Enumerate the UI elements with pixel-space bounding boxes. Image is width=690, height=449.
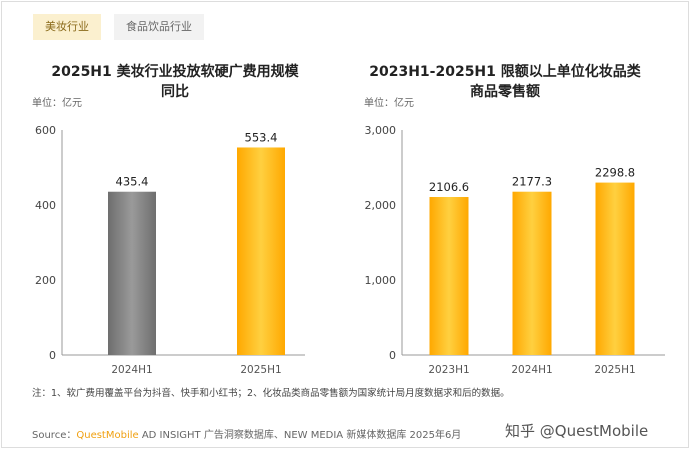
chart-title-left: 2025H1 美妆行业投放软硬广费用规模 同比 <box>30 62 320 102</box>
chart-title-right: 2023H1-2025H1 限额以上单位化妆品类 商品零售额 <box>355 62 655 102</box>
x-tick-label: 2025H1 <box>240 364 281 376</box>
x-tick-label: 2023H1 <box>428 364 469 376</box>
bar-2023H1 <box>429 197 469 355</box>
tab-food-beverage[interactable]: 食品饮品行业 <box>114 14 204 40</box>
x-tick-label: 2024H1 <box>511 364 552 376</box>
y-tick-label: 3,000 <box>365 124 397 137</box>
title-line: 商品零售额 <box>470 84 540 100</box>
source-brand: QuestMobile <box>76 430 139 441</box>
bar-2024H1 <box>108 191 156 355</box>
title-line: 2023H1-2025H1 限额以上单位化妆品类 <box>369 64 641 80</box>
watermark: 知乎 @QuestMobile <box>505 422 649 440</box>
x-tick-label: 2024H1 <box>111 364 152 376</box>
data-label: 2177.3 <box>512 175 552 189</box>
data-label: 435.4 <box>116 175 149 189</box>
bar-2024H1 <box>512 191 552 355</box>
source-line: Source：QuestMobile AD INSIGHT 广告洞察数据库、NE… <box>32 426 461 441</box>
source-rest: AD INSIGHT 广告洞察数据库、NEW MEDIA 新媒体数据库 2025… <box>138 430 462 441</box>
data-label: 2298.8 <box>595 166 635 180</box>
tab-beauty[interactable]: 美妆行业 <box>33 14 101 40</box>
x-tick-label: 2025H1 <box>594 364 635 376</box>
bar-2025H1 <box>595 182 635 355</box>
source-prefix: Source： <box>32 430 77 441</box>
title-line: 2025H1 美妆行业投放软硬广费用规模 <box>51 64 299 80</box>
y-tick-label: 0 <box>389 349 396 362</box>
title-line: 同比 <box>161 84 189 100</box>
bar-2025H1 <box>237 147 285 355</box>
data-label: 553.4 <box>245 130 278 144</box>
y-tick-label: 1,000 <box>365 274 397 287</box>
y-tick-label: 400 <box>35 199 56 212</box>
y-tick-label: 200 <box>35 274 56 287</box>
y-tick-label: 2,000 <box>365 199 397 212</box>
unit-label-right: 单位：亿元 <box>364 98 414 109</box>
footnote: 注：1、软广费用覆盖平台为抖音、快手和小红书；2、化妆品类商品零售额为国家统计局… <box>32 388 510 399</box>
y-tick-label: 600 <box>35 124 56 137</box>
data-label: 2106.6 <box>429 180 469 194</box>
unit-label-left: 单位：亿元 <box>32 98 82 109</box>
y-tick-label: 0 <box>49 349 56 362</box>
